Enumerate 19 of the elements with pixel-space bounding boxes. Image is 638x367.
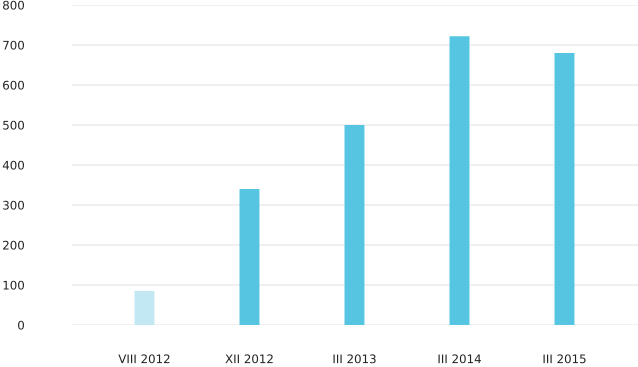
y-tick-label: 600 (3, 80, 24, 90)
bar (450, 36, 470, 325)
y-tick-label: 0 (18, 320, 24, 330)
bar (554, 53, 574, 325)
y-tick-label: 400 (2, 160, 24, 170)
x-tick-label: XII 2012 (225, 354, 273, 364)
y-tick-label: 700 (3, 40, 24, 50)
bar (239, 189, 260, 325)
y-tick-label: 200 (3, 240, 24, 250)
y-tick-label: 300 (3, 200, 24, 210)
y-tick-label: 100 (4, 280, 24, 290)
bar (134, 291, 154, 325)
y-tick-label: 500 (3, 120, 24, 130)
bar (344, 125, 364, 325)
x-tick-label: III 2014 (438, 354, 481, 364)
y-tick-label: 800 (3, 0, 24, 10)
x-tick-label: III 2013 (334, 354, 376, 364)
x-tick-label: VIII 2012 (118, 354, 170, 364)
x-tick-label: III 2015 (544, 354, 586, 364)
